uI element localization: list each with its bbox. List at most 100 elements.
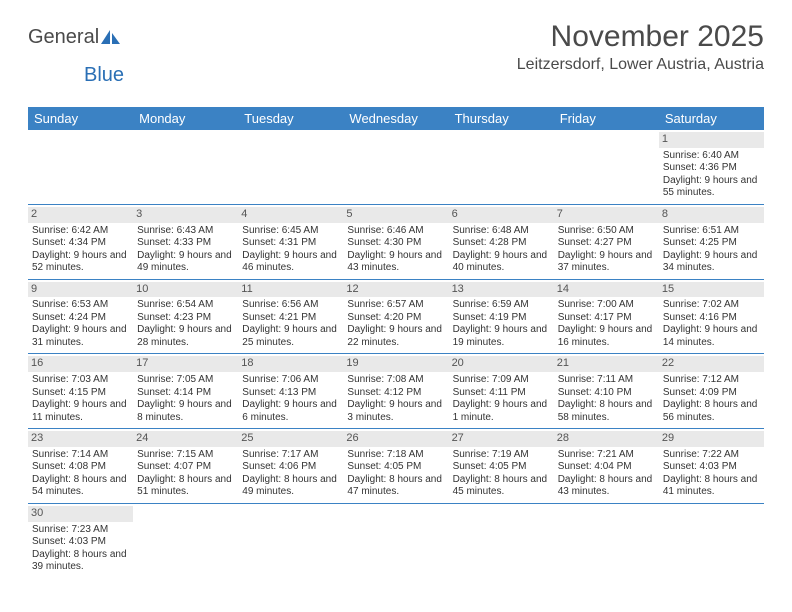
sunrise-text: Sunrise: 6:51 AM [663,225,760,238]
logo-text-1: General [28,26,99,49]
day-number: 6 [449,207,554,223]
day-cell: 18Sunrise: 7:06 AMSunset: 4:13 PMDayligh… [238,354,343,428]
sunrise-text: Sunrise: 6:50 AM [558,225,655,238]
empty-cell [343,504,448,578]
sunset-text: Sunset: 4:25 PM [663,237,760,250]
logo-sail-icon [101,30,121,46]
sunset-text: Sunset: 4:30 PM [347,237,444,250]
sunset-text: Sunset: 4:12 PM [347,387,444,400]
sunrise-text: Sunrise: 7:22 AM [663,449,760,462]
daylight-text: Daylight: 9 hours and 40 minutes. [453,250,550,275]
daylight-text: Daylight: 9 hours and 43 minutes. [347,250,444,275]
day-number: 21 [554,356,659,372]
sunrise-text: Sunrise: 6:46 AM [347,225,444,238]
weekday-header: Saturday [659,107,764,130]
daylight-text: Daylight: 9 hours and 3 minutes. [347,399,444,424]
weekday-header: Friday [554,107,659,130]
day-number: 1 [659,132,764,148]
day-number: 5 [343,207,448,223]
day-number: 23 [28,431,133,447]
day-cell: 17Sunrise: 7:05 AMSunset: 4:14 PMDayligh… [133,354,238,428]
day-cell: 16Sunrise: 7:03 AMSunset: 4:15 PMDayligh… [28,354,133,428]
day-cell: 24Sunrise: 7:15 AMSunset: 4:07 PMDayligh… [133,429,238,503]
sunset-text: Sunset: 4:06 PM [242,461,339,474]
month-title: November 2025 [517,20,764,54]
empty-cell [238,130,343,204]
day-cell: 28Sunrise: 7:21 AMSunset: 4:04 PMDayligh… [554,429,659,503]
week-row: 23 Sunrise: 7:14 AMSunset: 4:08 PM Dayligh… [28,429,764,504]
sunset-text: Sunset: 4:08 PM [32,461,129,474]
day-cell: 3Sunrise: 6:43 AMSunset: 4:33 PMDaylight… [133,205,238,279]
sunrise-text: Sunrise: 7:19 AM [453,449,550,462]
day-number: 14 [554,282,659,298]
daylight-text: Daylight: 9 hours and 11 minutes. [32,399,129,424]
sunset-text: Sunset: 4:07 PM [137,461,234,474]
day-number: 29 [659,431,764,447]
sunset-text: Sunset: 4:20 PM [347,312,444,325]
day-number: 2 [28,207,133,223]
sunrise-text: Sunrise: 6:57 AM [347,299,444,312]
empty-cell [659,504,764,578]
sunset-text: Sunset: 4:23 PM [137,312,234,325]
sunrise-text: Sunrise: 6:59 AM [453,299,550,312]
day-cell: 15Sunrise: 7:02 AMSunset: 4:16 PMDayligh… [659,280,764,354]
daylight-text: Daylight: 9 hours and 6 minutes. [242,399,339,424]
calendar-header-row: SundayMondayTuesdayWednesdayThursdayFrid… [28,107,764,130]
daylight-text: Daylight: 8 hours and 49 minutes. [242,474,339,499]
day-cell: 25Sunrise: 7:17 AMSunset: 4:06 PMDayligh… [238,429,343,503]
weekday-header: Monday [133,107,238,130]
day-cell: 26Sunrise: 7:18 AMSunset: 4:05 PMDayligh… [343,429,448,503]
day-number: 28 [554,431,659,447]
daylight-text: Daylight: 9 hours and 34 minutes. [663,250,760,275]
day-cell: 27Sunrise: 7:19 AMSunset: 4:05 PMDayligh… [449,429,554,503]
sunrise-text: Sunrise: 7:11 AM [558,374,655,387]
day-cell: 4Sunrise: 6:45 AMSunset: 4:31 PMDaylight… [238,205,343,279]
day-number: 13 [449,282,554,298]
day-cell: 8Sunrise: 6:51 AMSunset: 4:25 PMDaylight… [659,205,764,279]
sunrise-text: Sunrise: 6:43 AM [137,225,234,238]
day-cell: 2Sunrise: 6:42 AMSunset: 4:34 PMDaylight… [28,205,133,279]
weekday-header: Tuesday [238,107,343,130]
day-cell: 7Sunrise: 6:50 AMSunset: 4:27 PMDaylight… [554,205,659,279]
daylight-text: Daylight: 9 hours and 19 minutes. [453,324,550,349]
logo-text-2: Blue [84,64,792,87]
sunset-text: Sunset: 4:09 PM [663,387,760,400]
sunset-text: Sunset: 4:17 PM [558,312,655,325]
day-cell: 21Sunrise: 7:11 AMSunset: 4:10 PMDayligh… [554,354,659,428]
sunset-text: Sunset: 4:27 PM [558,237,655,250]
day-cell: 30Sunrise: 7:23 AMSunset: 4:03 PMDayligh… [28,504,133,578]
daylight-text: Daylight: 9 hours and 55 minutes. [663,175,760,200]
logo: General [28,26,121,49]
empty-cell [238,504,343,578]
day-cell: 20Sunrise: 7:09 AMSunset: 4:11 PMDayligh… [449,354,554,428]
day-cell: 6Sunrise: 6:48 AMSunset: 4:28 PMDaylight… [449,205,554,279]
sunrise-text: Sunrise: 7:14 AM [32,449,129,462]
empty-cell [343,130,448,204]
day-cell: 9Sunrise: 6:53 AMSunset: 4:24 PMDaylight… [28,280,133,354]
day-number: 25 [238,431,343,447]
sunrise-text: Sunrise: 7:18 AM [347,449,444,462]
week-row: 1Sunrise: 6:40 AMSunset: 4:36 PMDaylight… [28,130,764,205]
sunset-text: Sunset: 4:05 PM [453,461,550,474]
calendar-page: General November 2025 Leitzersdorf, Lowe… [0,0,792,598]
week-row: 9Sunrise: 6:53 AMSunset: 4:24 PMDaylight… [28,280,764,355]
day-cell: 10Sunrise: 6:54 AMSunset: 4:23 PMDayligh… [133,280,238,354]
sunrise-text: Sunrise: 6:45 AM [242,225,339,238]
sunset-text: Sunset: 4:24 PM [32,312,129,325]
empty-cell [449,130,554,204]
day-number: 15 [659,282,764,298]
sunrise-text: Sunrise: 7:02 AM [663,299,760,312]
sunset-text: Sunset: 4:10 PM [558,387,655,400]
daylight-text: Daylight: 8 hours and 41 minutes. [663,474,760,499]
day-number: 7 [554,207,659,223]
sunrise-text: Sunrise: 7:21 AM [558,449,655,462]
sunrise-text: Sunrise: 6:42 AM [32,225,129,238]
daylight-text: Daylight: 9 hours and 49 minutes. [137,250,234,275]
week-row: 30Sunrise: 7:23 AMSunset: 4:03 PMDayligh… [28,504,764,578]
day-number: 18 [238,356,343,372]
day-cell: 23Sunrise: 7:14 AMSunset: 4:08 PMDayligh… [28,429,133,503]
day-number: 24 [133,431,238,447]
day-cell: 13Sunrise: 6:59 AMSunset: 4:19 PMDayligh… [449,280,554,354]
sunrise-text: Sunrise: 7:06 AM [242,374,339,387]
sunrise-text: Sunrise: 7:23 AM [32,524,129,537]
